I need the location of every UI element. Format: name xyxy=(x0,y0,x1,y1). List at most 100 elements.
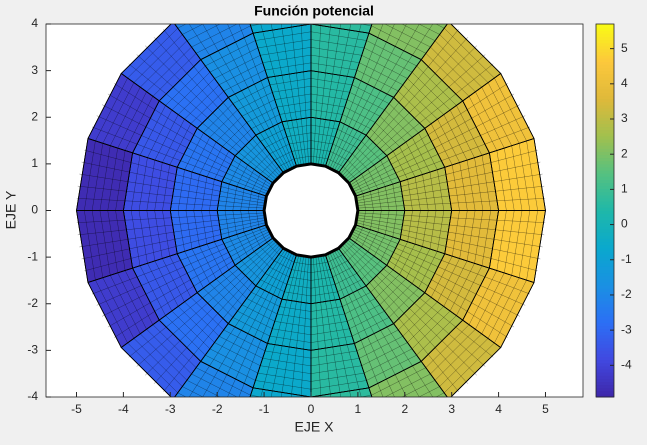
mesh-line xyxy=(127,342,178,393)
colorbar-swatch xyxy=(596,341,614,345)
mesh-line xyxy=(313,117,317,164)
mesh-line xyxy=(446,246,493,259)
mesh-line xyxy=(315,303,319,351)
mesh-line xyxy=(193,174,200,211)
mesh-line xyxy=(318,24,321,71)
mesh-line xyxy=(135,143,180,161)
mesh-line xyxy=(219,190,266,201)
colorbar-swatch xyxy=(596,204,614,208)
mesh-line xyxy=(147,263,173,312)
mesh-line xyxy=(258,227,267,243)
mesh-line xyxy=(451,217,499,221)
mesh-line xyxy=(344,298,376,315)
mesh-line xyxy=(177,169,185,211)
colorbar-swatch xyxy=(596,166,614,171)
mesh-line xyxy=(296,256,304,303)
mesh-line xyxy=(402,84,438,120)
mesh-line xyxy=(332,143,353,155)
mesh-line xyxy=(209,283,238,312)
mesh-line xyxy=(466,160,476,211)
mesh-line xyxy=(260,365,312,374)
mesh-line xyxy=(255,380,312,390)
mesh-line xyxy=(428,286,469,313)
mesh-line xyxy=(357,215,405,221)
x-tick-label: -5 xyxy=(71,402,82,416)
mesh-line xyxy=(430,329,476,375)
colorbar-tick-label: 5 xyxy=(621,41,628,55)
mesh-line xyxy=(162,210,170,257)
x-tick-label: 3 xyxy=(448,402,455,416)
mesh-line xyxy=(84,140,96,211)
mesh-line xyxy=(227,231,270,253)
mesh-line xyxy=(392,256,433,281)
colorbar-tick-label: -1 xyxy=(621,252,632,266)
mesh-line xyxy=(259,249,286,289)
mesh-line xyxy=(117,91,147,149)
colorbar-swatch xyxy=(596,142,614,146)
mesh-line xyxy=(81,249,128,260)
mesh-line xyxy=(205,354,256,381)
colorbar-swatch xyxy=(596,263,614,267)
mesh-line xyxy=(434,40,482,88)
colorbar-swatch xyxy=(596,393,614,398)
mesh-line xyxy=(310,78,353,86)
mesh-line xyxy=(335,273,358,285)
mesh-line xyxy=(260,279,285,292)
mesh-line xyxy=(414,210,421,245)
mesh-line xyxy=(347,30,360,76)
mesh-line xyxy=(214,55,261,79)
mesh-line xyxy=(227,24,235,41)
y-tick-label: -3 xyxy=(27,343,38,357)
mesh-line xyxy=(340,137,371,175)
mesh-line xyxy=(256,193,260,211)
mesh-line xyxy=(217,200,265,206)
mesh-line xyxy=(369,282,400,320)
mesh-line xyxy=(353,229,397,249)
mesh-line xyxy=(361,260,381,280)
mesh-line xyxy=(352,251,369,268)
mesh-line xyxy=(91,143,104,211)
mesh-line xyxy=(354,176,399,194)
mesh-line xyxy=(474,157,484,211)
mesh-line xyxy=(356,147,375,165)
colorbar-swatch xyxy=(596,219,614,224)
mesh-line xyxy=(511,145,523,211)
mesh-line xyxy=(241,260,261,280)
radial-line xyxy=(249,24,297,167)
x-tick-label: 5 xyxy=(542,402,549,416)
mesh-line xyxy=(310,365,362,374)
mesh-line xyxy=(268,127,290,170)
mesh-line xyxy=(486,277,530,295)
mesh-line xyxy=(468,270,497,325)
colorbar-swatch xyxy=(596,285,614,289)
mesh-line xyxy=(99,145,111,211)
colorbar-swatch xyxy=(596,179,614,184)
mesh-line xyxy=(310,62,357,71)
colorbar-swatch xyxy=(596,372,614,376)
mesh-line xyxy=(356,220,403,231)
mesh-line xyxy=(259,132,286,172)
mesh-line xyxy=(496,239,543,248)
mesh-line xyxy=(437,169,445,211)
mesh-line xyxy=(217,48,241,90)
mesh-line xyxy=(184,251,204,289)
mesh-line xyxy=(217,215,265,221)
colorbar-swatch xyxy=(596,151,614,156)
mesh-line xyxy=(504,148,515,211)
mesh-line xyxy=(229,160,242,185)
mesh-line xyxy=(407,210,413,242)
y-tick-label: 4 xyxy=(31,16,38,30)
radial-line xyxy=(338,24,448,174)
mesh-line xyxy=(246,293,269,336)
mesh-line xyxy=(101,104,144,126)
mesh-line xyxy=(361,341,379,385)
mesh-line xyxy=(124,224,172,231)
mesh-line xyxy=(353,293,376,336)
mesh-line xyxy=(401,174,447,187)
mesh-line xyxy=(310,321,348,328)
colorbar-swatch xyxy=(596,344,614,348)
mesh-line xyxy=(422,210,429,247)
mesh-line xyxy=(380,160,393,185)
mesh-line xyxy=(196,367,251,396)
mesh-line xyxy=(315,256,321,304)
